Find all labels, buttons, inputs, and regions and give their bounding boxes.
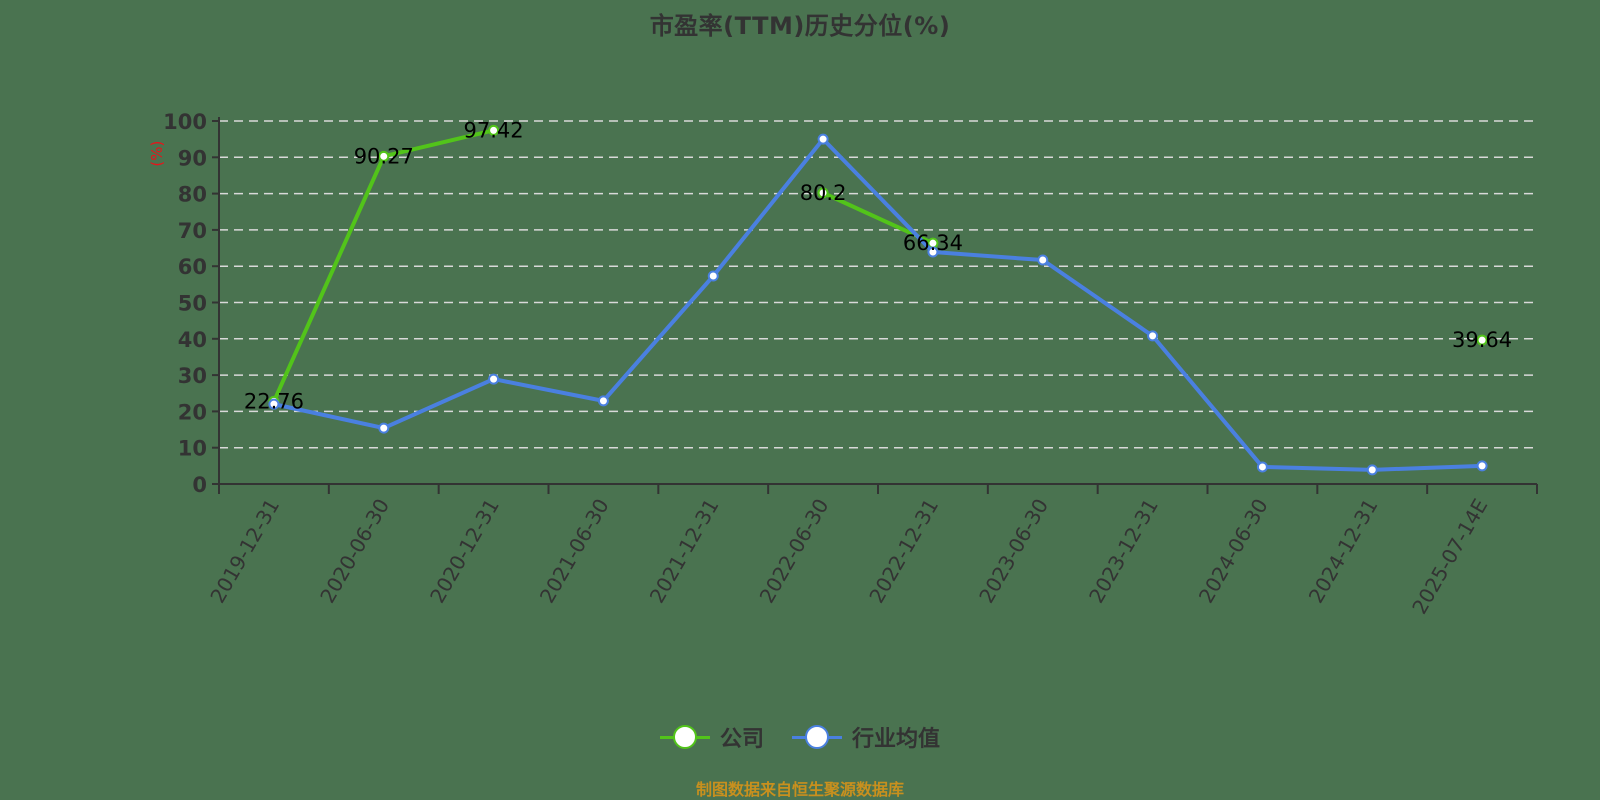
y-tick-label: 20 — [178, 400, 207, 424]
y-tick-label: 70 — [178, 219, 207, 243]
data-label: 22.76 — [244, 389, 304, 413]
x-tick-label: 2022-12-31 — [864, 495, 943, 608]
industry-average-point[interactable] — [1147, 330, 1159, 342]
y-tick-label: 60 — [178, 255, 207, 279]
x-tick-label: 2021-06-30 — [535, 495, 614, 608]
x-tick-label: 2025-07-14E — [1407, 495, 1492, 619]
legend: 公司 行业均值 — [0, 720, 1600, 754]
x-tick-label: 2023-06-30 — [974, 495, 1053, 608]
industry-average-point[interactable] — [488, 373, 500, 385]
x-tick-label: 2024-06-30 — [1194, 495, 1273, 608]
data-label: 39.64 — [1452, 328, 1512, 352]
data-label: 80.2 — [800, 181, 847, 205]
grid-lines — [219, 120, 1537, 449]
legend-item-industry-average[interactable]: 行业均值 — [792, 720, 940, 754]
industry-average-point[interactable] — [268, 398, 280, 410]
data-label: 66.34 — [903, 231, 963, 255]
y-tick-label: 0 — [192, 473, 207, 497]
industry-average-point[interactable] — [1256, 461, 1268, 473]
x-tick-label: 2020-12-31 — [425, 495, 504, 608]
industry-average-point[interactable] — [817, 133, 829, 145]
legend-label-industry-average: 行业均值 — [852, 727, 941, 752]
series-lines — [268, 124, 1488, 476]
data-labels: 22.76 90.27 97.42 80.2 66.34 39.64 — [244, 118, 1512, 413]
chart-title: 市盈率(TTM)历史分位(%) — [649, 12, 951, 40]
y-tick-label: 10 — [178, 437, 207, 461]
legend-label-company: 公司 — [719, 727, 764, 752]
y-tick-label: 90 — [178, 146, 207, 170]
x-tick-label: 2023-12-31 — [1084, 495, 1163, 608]
industry-average-point[interactable] — [1366, 464, 1378, 476]
company-point[interactable] — [1476, 334, 1488, 346]
x-tick-label: 2019-12-31 — [205, 495, 284, 608]
x-tick-label: 2024-12-31 — [1304, 495, 1383, 608]
company-point[interactable] — [817, 187, 829, 199]
company-point[interactable] — [378, 150, 390, 162]
y-tick-label: 30 — [178, 364, 207, 388]
y-tick-label: 40 — [178, 328, 207, 352]
x-tick-label: 2020-06-30 — [315, 495, 394, 608]
data-label: 97.42 — [464, 118, 524, 142]
industry-average-point[interactable] — [597, 395, 609, 407]
industry-average-line — [273, 137, 1483, 472]
industry-average-point[interactable] — [1476, 460, 1488, 472]
y-tick-label: 100 — [163, 110, 207, 134]
x-tick-label: 2021-12-31 — [645, 495, 724, 608]
company-line-marker-icon — [659, 720, 710, 754]
industry-average-point[interactable] — [378, 422, 390, 434]
y-axis-title: (%) — [148, 141, 166, 167]
y-tick-label: 50 — [178, 292, 207, 316]
industry-average-point[interactable] — [707, 270, 719, 282]
y-tick-label: 80 — [178, 183, 207, 207]
industry-average-point[interactable] — [927, 246, 939, 258]
data-label: 90.27 — [354, 144, 414, 168]
legend-item-company[interactable]: 公司 — [659, 720, 764, 754]
company-point[interactable] — [488, 124, 500, 136]
industry-average-point[interactable] — [1037, 254, 1049, 266]
industry-line-marker-icon — [792, 720, 842, 754]
x-tick-label: 2022-06-30 — [755, 495, 834, 608]
data-source-footer: 制图数据来自恒生聚源数据库 — [695, 780, 904, 799]
